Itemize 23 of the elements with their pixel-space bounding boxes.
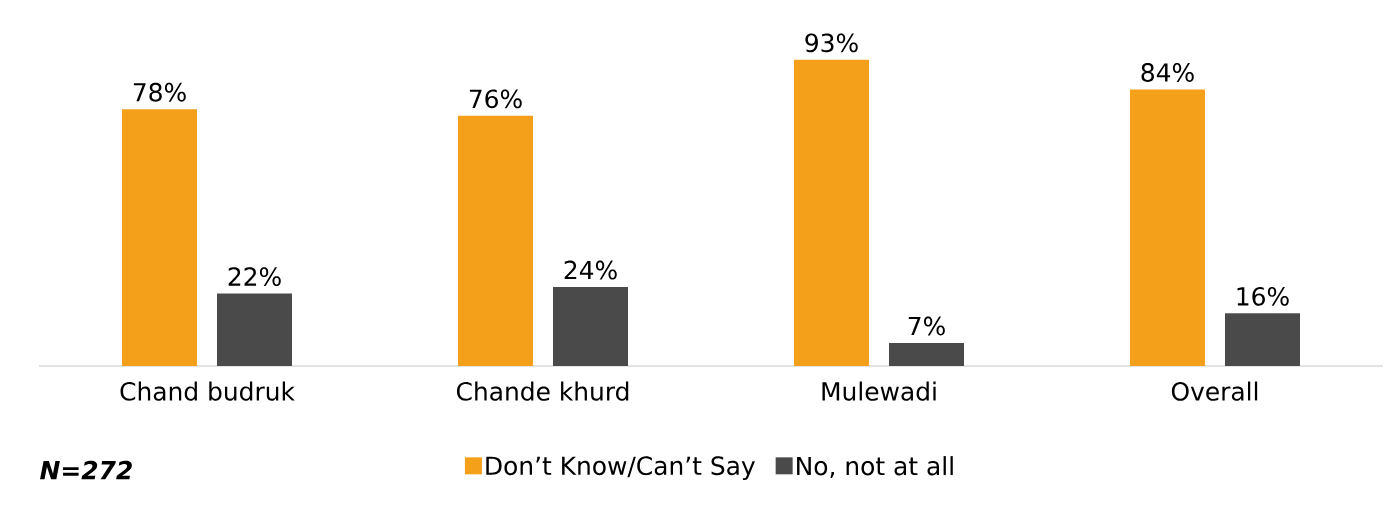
x-tick-label: Overall (1171, 381, 1258, 401)
bar (1224, 313, 1300, 366)
data-label: 84% (1141, 63, 1194, 82)
bar (458, 115, 533, 366)
x-tick-label: Mulewadi (822, 381, 936, 401)
text: N=272 (40, 460, 132, 480)
data-label: 24% (564, 260, 617, 280)
data-label: 22% (228, 267, 281, 287)
bar (217, 293, 293, 366)
data-label: 7% (908, 316, 945, 336)
data-label: 16% (1237, 286, 1289, 306)
legend-label: Don’t Know/Can’t Say (486, 456, 755, 481)
data-label: 78% (133, 82, 186, 102)
bar (793, 59, 869, 366)
bar (553, 286, 628, 366)
legend-label: No, not at all (797, 456, 953, 478)
bar (122, 109, 198, 366)
data-label: 76% (469, 89, 522, 109)
bar (888, 342, 964, 366)
x-tick-label: Chande khurd (456, 381, 629, 401)
x-tick-label: Chand budruk (120, 381, 295, 401)
bar (1129, 89, 1205, 366)
data-label: 93% (805, 33, 858, 53)
